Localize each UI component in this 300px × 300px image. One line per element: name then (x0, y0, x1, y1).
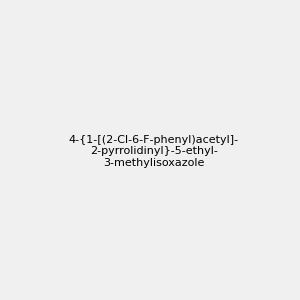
Text: 4-{1-[(2-Cl-6-F-phenyl)acetyl]-
2-pyrrolidinyl}-5-ethyl-
3-methylisoxazole: 4-{1-[(2-Cl-6-F-phenyl)acetyl]- 2-pyrrol… (69, 135, 239, 168)
